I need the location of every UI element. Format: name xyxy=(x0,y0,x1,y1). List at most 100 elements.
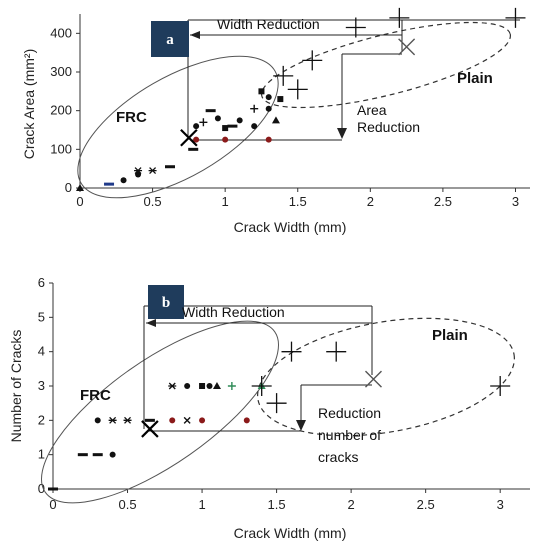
y-tick-label: 4 xyxy=(38,344,45,359)
plain-point xyxy=(389,7,410,28)
frc-point xyxy=(222,136,229,143)
panel-a-badge xyxy=(151,21,189,57)
frc-point xyxy=(265,136,272,143)
plain-average-point xyxy=(398,38,416,56)
frc-point xyxy=(109,451,116,458)
x-tick-label: 2 xyxy=(348,497,355,512)
x-tick-label: 1.5 xyxy=(268,497,286,512)
y-tick-label: 5 xyxy=(38,309,45,324)
frc-point xyxy=(205,109,216,113)
x-tick-label: 0 xyxy=(49,497,56,512)
panel-a-area-label-line2: Reduction xyxy=(357,119,420,135)
frc-point xyxy=(265,94,272,101)
x-tick-label: 0.5 xyxy=(118,497,136,512)
plain-point xyxy=(345,17,366,38)
plain-point xyxy=(302,50,323,71)
frc-average-point xyxy=(180,128,198,147)
frc-point xyxy=(92,453,103,457)
y-tick-label: 100 xyxy=(50,141,72,156)
frc-point xyxy=(251,123,258,130)
panel-b-count-label-line3: cracks xyxy=(318,449,358,465)
x-tick-label: 3 xyxy=(497,497,504,512)
panel-b-badge xyxy=(148,285,184,319)
frc-point xyxy=(222,125,229,132)
frc-point xyxy=(48,487,58,491)
panel-a-width-arrowhead xyxy=(190,31,200,39)
frc-average-point xyxy=(141,420,159,438)
panel-a-y-label: Crack Area (mm²) xyxy=(21,49,37,159)
panel-a-points xyxy=(76,7,526,191)
plain-point xyxy=(490,376,511,396)
panel-a-width-reduction-label: Width Reduction xyxy=(217,16,320,32)
frc-point xyxy=(193,123,200,130)
y-tick-label: 0 xyxy=(65,180,72,195)
frc-point xyxy=(148,167,157,175)
y-tick-label: 200 xyxy=(50,103,72,118)
x-tick-label: 2.5 xyxy=(434,194,452,209)
panel-b-x-ticks: 0 0.5 1 1.5 2 2.5 3 xyxy=(49,489,504,512)
frc-point xyxy=(169,417,176,424)
plain-point xyxy=(505,7,526,28)
panel-b: 0 0.5 1 1.5 2 2.5 3 0 1 2 3 4 5 6 Crack Width (mm) N… xyxy=(8,275,530,541)
frc-point xyxy=(271,116,280,124)
x-tick-label: 2.5 xyxy=(417,497,435,512)
panel-b-count-label-line1: Reduction xyxy=(318,405,381,421)
panel-a-badge-label: a xyxy=(166,32,174,48)
frc-point xyxy=(134,167,143,175)
frc-point xyxy=(199,118,208,127)
frc-point xyxy=(76,184,84,191)
frc-point xyxy=(206,383,213,389)
panel-a-frc-label: FRC xyxy=(116,109,147,126)
x-tick-label: 1 xyxy=(222,194,229,209)
panel-b-width-reduction-label: Width Reduction xyxy=(182,304,285,320)
frc-point xyxy=(277,96,284,103)
frc-point xyxy=(227,382,236,390)
x-tick-label: 0 xyxy=(76,194,83,209)
panel-b-y-label: Number of Cracks xyxy=(8,330,24,443)
frc-point xyxy=(123,416,132,424)
y-tick-label: 2 xyxy=(38,412,45,427)
panel-b-plain-label: Plain xyxy=(432,327,468,344)
frc-point xyxy=(265,105,272,112)
panel-a-area-arrowhead xyxy=(337,128,347,139)
plain-point xyxy=(287,79,308,100)
panel-a-x-ticks: 0 0.5 1 1.5 2 2.5 3 xyxy=(76,188,519,209)
frc-point xyxy=(77,453,88,457)
frc-point xyxy=(144,418,155,422)
frc-point xyxy=(250,104,259,113)
x-tick-label: 3 xyxy=(512,194,519,209)
frc-point xyxy=(199,417,206,424)
plain-average-point xyxy=(364,370,382,388)
frc-point xyxy=(214,115,221,122)
frc-point xyxy=(212,382,221,389)
panel-b-plain-ellipse xyxy=(257,317,515,437)
y-tick-label: 300 xyxy=(50,64,72,79)
panel-b-width-arrowhead xyxy=(146,319,156,327)
y-tick-label: 3 xyxy=(38,378,45,393)
frc-point xyxy=(168,382,177,390)
frc-point xyxy=(258,88,265,95)
y-tick-label: 400 xyxy=(50,25,72,40)
panel-b-count-label-line2: number of xyxy=(318,427,381,443)
frc-point xyxy=(236,117,243,124)
plain-point xyxy=(281,341,302,362)
x-tick-label: 0.5 xyxy=(144,194,162,209)
plain-point xyxy=(273,65,294,86)
plain-point xyxy=(326,341,347,362)
panel-b-frc-ellipse xyxy=(41,320,279,504)
plain-point xyxy=(266,393,287,414)
panel-b-x-label: Crack Width (mm) xyxy=(234,525,347,541)
panel-a-frc-ellipse xyxy=(77,55,279,199)
frc-point xyxy=(120,177,127,184)
panel-b-points xyxy=(48,341,511,491)
frc-point xyxy=(243,417,250,424)
frc-point xyxy=(104,182,115,186)
panel-b-y-ticks: 0 1 2 3 4 5 6 xyxy=(38,275,53,496)
x-tick-label: 2 xyxy=(367,194,374,209)
frc-point xyxy=(94,417,101,424)
panel-a-x-label: Crack Width (mm) xyxy=(234,219,347,235)
frc-point xyxy=(227,124,238,128)
panel-b-count-arrowhead xyxy=(296,420,306,431)
frc-point xyxy=(165,165,175,169)
panel-a-plain-label: Plain xyxy=(457,70,493,87)
